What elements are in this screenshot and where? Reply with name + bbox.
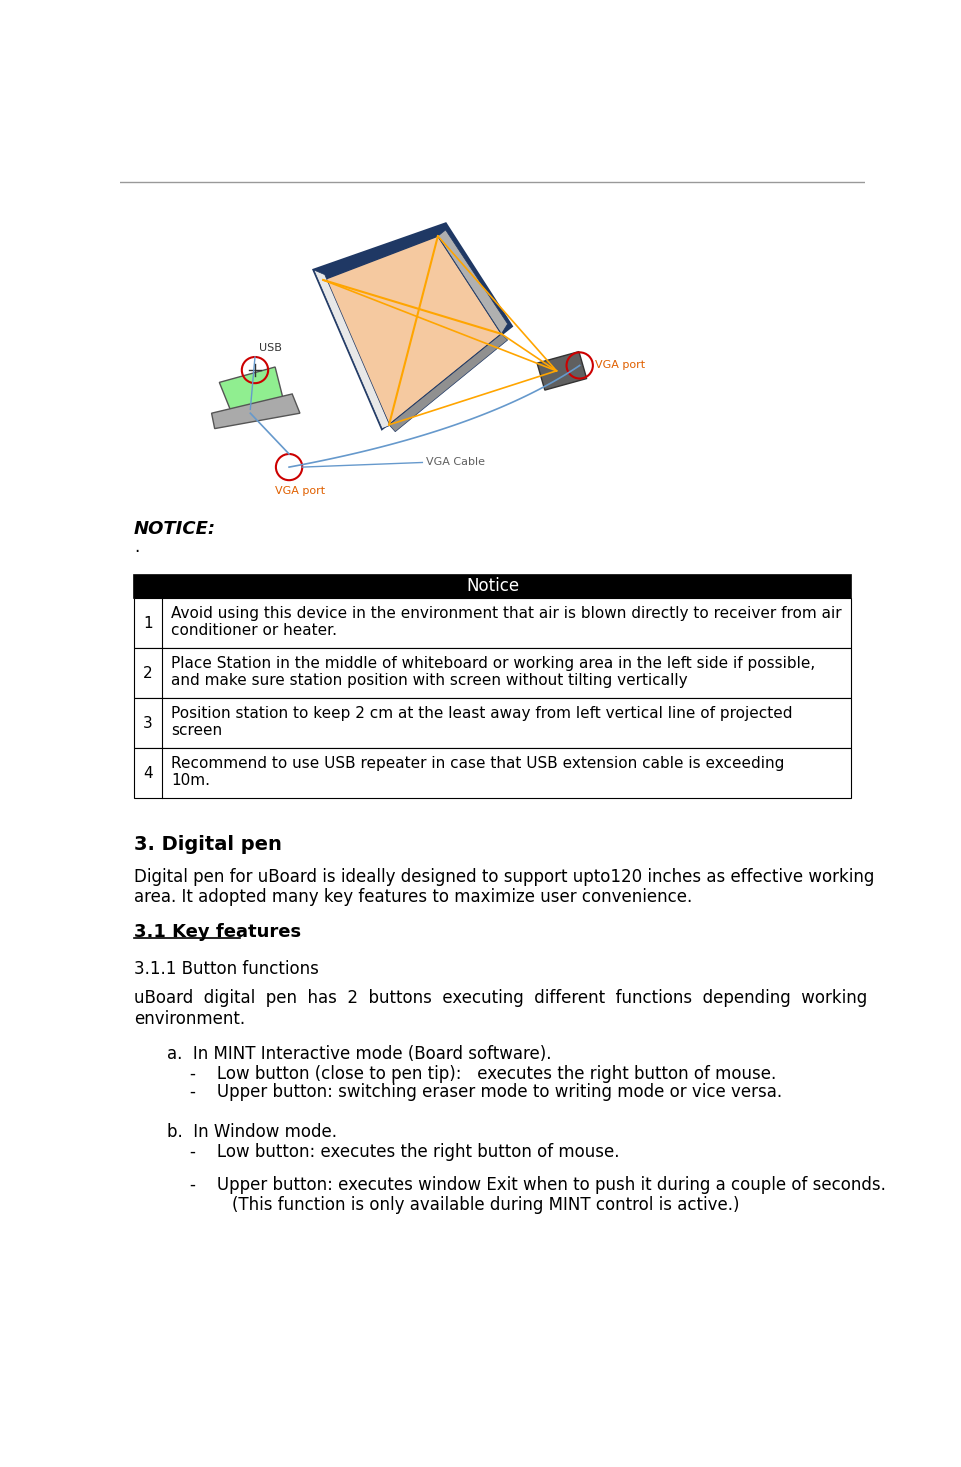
Text: 3.1 Key features: 3.1 Key features	[135, 923, 301, 940]
Text: 3: 3	[143, 716, 153, 731]
FancyBboxPatch shape	[135, 698, 850, 748]
Text: 1: 1	[143, 616, 153, 631]
Text: 2: 2	[143, 666, 153, 681]
Polygon shape	[314, 224, 511, 428]
Polygon shape	[314, 270, 390, 428]
Text: -    Upper button: switching eraser mode to writing mode or vice versa.: - Upper button: switching eraser mode to…	[190, 1083, 782, 1102]
FancyBboxPatch shape	[135, 599, 850, 648]
Polygon shape	[438, 230, 507, 334]
Text: Digital pen for uBoard is ideally designed to support upto120 inches as effectiv: Digital pen for uBoard is ideally design…	[135, 867, 875, 907]
Text: -    Low button: executes the right button of mouse.: - Low button: executes the right button …	[190, 1143, 620, 1162]
Text: .: .	[135, 538, 139, 556]
Text: Recommend to use USB repeater in case that USB extension cable is exceeding
10m.: Recommend to use USB repeater in case th…	[171, 756, 784, 788]
Text: Notice: Notice	[466, 578, 519, 596]
Text: USB: USB	[259, 343, 282, 354]
Text: Position station to keep 2 cm at the least away from left vertical line of proje: Position station to keep 2 cm at the lea…	[171, 706, 793, 738]
Text: Avoid using this device in the environment that air is blown directly to receive: Avoid using this device in the environme…	[171, 606, 842, 638]
FancyBboxPatch shape	[135, 648, 850, 698]
Text: -    Upper button: executes window Exit when to push it during a couple of secon: - Upper button: executes window Exit whe…	[190, 1175, 886, 1215]
Text: 4: 4	[143, 766, 153, 780]
Polygon shape	[219, 367, 285, 421]
Polygon shape	[537, 352, 586, 390]
Text: uBoard  digital  pen  has  2  buttons  executing  different  functions  dependin: uBoard digital pen has 2 buttons executi…	[135, 989, 868, 1028]
Text: a.  In MINT Interactive mode (Board software).: a. In MINT Interactive mode (Board softw…	[166, 1045, 551, 1062]
Text: b.  In Window mode.: b. In Window mode.	[166, 1124, 336, 1141]
FancyBboxPatch shape	[135, 575, 850, 599]
Text: 3.1.1 Button functions: 3.1.1 Button functions	[135, 959, 319, 978]
Polygon shape	[389, 334, 507, 431]
FancyBboxPatch shape	[135, 748, 850, 798]
Text: VGA port: VGA port	[595, 361, 646, 371]
Text: -    Low button (close to pen tip):   executes the right button of mouse.: - Low button (close to pen tip): execute…	[190, 1065, 776, 1083]
Text: VGA port: VGA port	[275, 486, 325, 496]
Text: 3. Digital pen: 3. Digital pen	[135, 835, 282, 854]
Text: VGA Cable: VGA Cable	[427, 458, 485, 468]
Polygon shape	[323, 236, 502, 425]
Text: Place Station in the middle of whiteboard or working area in the left side if po: Place Station in the middle of whiteboar…	[171, 656, 816, 688]
Text: NOTICE:: NOTICE:	[135, 519, 216, 538]
Polygon shape	[211, 395, 300, 428]
